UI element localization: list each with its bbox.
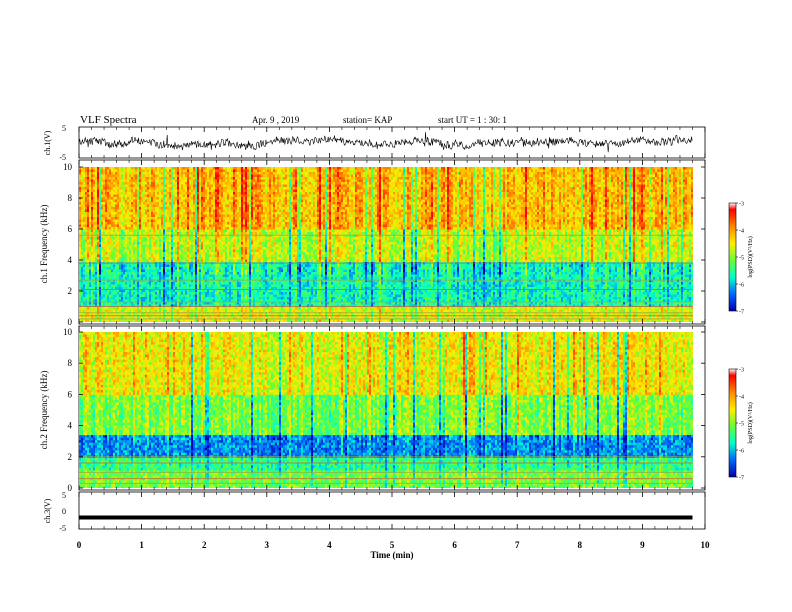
ch1-colorbar: -3 -4 -5 -6 -7 log(PSD)(V²/Hz) xyxy=(729,202,754,316)
colorbar-tick-label: -7 xyxy=(739,476,744,482)
spec-ytick-label: 8 xyxy=(68,358,73,368)
ch2-spectrogram-panel: 0 2 4 6 8 10 ch.2 Frequency (kHz) xyxy=(39,326,705,493)
vlf-spectra-figure: VLF Spectra Apr. 9 , 2019 station= KAP s… xyxy=(0,0,792,612)
ch3-waveform-panel: 5 0 -5 ch.3(V) xyxy=(43,491,705,533)
ch2-colorbar: -3 -4 -5 -6 -7 log(PSD)(V²/Hz) xyxy=(729,368,754,482)
colorbar-label: log(PSD)(V²/Hz) xyxy=(747,236,754,277)
colorbar-tick-label: -7 xyxy=(739,310,744,316)
colorbar-tick-label: -3 xyxy=(739,368,744,374)
spec-ytick-label: 10 xyxy=(63,162,73,172)
time-tick-label: 4 xyxy=(327,540,332,550)
colorbar-tick-label: -3 xyxy=(739,202,744,208)
colorbar-tick-label: -4 xyxy=(739,229,744,235)
colorbar-tick-label: -4 xyxy=(739,395,744,401)
time-tick-label: 9 xyxy=(640,540,645,550)
spec-ytick-label: 0 xyxy=(68,483,73,493)
spec-ytick-label: 6 xyxy=(68,224,73,234)
date-label: Apr. 9 , 2019 xyxy=(252,115,300,125)
spec-ytick-label: 2 xyxy=(68,452,73,462)
time-tick-label: 8 xyxy=(578,540,583,550)
ch1-ytick-top: 5 xyxy=(62,124,66,133)
figure-title: VLF Spectra xyxy=(80,114,137,126)
time-tick-label: 0 xyxy=(77,540,82,550)
time-tick-label: 7 xyxy=(515,540,520,550)
spec-ytick-label: 4 xyxy=(68,421,73,431)
spec-ytick-label: 8 xyxy=(68,193,73,203)
time-tick-label: 2 xyxy=(202,540,207,550)
spec-ytick-label: 0 xyxy=(68,317,73,327)
spec-ytick-label: 4 xyxy=(68,255,73,265)
ch1-ytick-bottom: -5 xyxy=(59,153,66,162)
colorbar-tick-label: -6 xyxy=(739,449,744,455)
ch1-waveform-panel: 5 -5 ch.1(V) xyxy=(43,124,705,162)
station-label: station= KAP xyxy=(343,115,392,125)
start-ut-label: start UT = 1 : 30: 1 xyxy=(438,115,507,125)
ch1-spectrogram-heatmap xyxy=(79,167,693,322)
ch1-spectrogram-panel: 0 2 4 6 8 10 ch.1 Frequency (kHz) xyxy=(39,160,705,327)
time-tick-label: 3 xyxy=(265,540,270,550)
spec-ytick-label: 10 xyxy=(63,327,73,337)
colorbar-tick-label: -6 xyxy=(739,283,744,289)
colorbar-tick-label: -5 xyxy=(739,256,744,262)
ch3-ytick-top: 5 xyxy=(62,491,66,500)
ch2-spectrogram-heatmap xyxy=(79,332,693,488)
ch1-waveform-ylabel: ch.1(V) xyxy=(43,130,52,155)
ch3-waveform-frame xyxy=(79,492,705,529)
colorbar-label: log(PSD)(V²/Hz) xyxy=(747,402,754,443)
spec-ytick-label: 6 xyxy=(68,389,73,399)
ch3-waveform-ylabel: ch.3(V) xyxy=(43,498,52,523)
ch1-spectrogram-ylabel: ch.1 Frequency (kHz) xyxy=(39,205,49,284)
time-tick-label: 1 xyxy=(139,540,144,550)
time-tick-label: 6 xyxy=(452,540,457,550)
ch3-ytick-bottom: -5 xyxy=(59,524,66,533)
time-axis-label: Time (min) xyxy=(370,550,413,560)
ch3-ytick-mid: 0 xyxy=(62,507,66,516)
time-tick-label: 5 xyxy=(390,540,395,550)
colorbar-scale xyxy=(729,203,736,311)
colorbar-scale xyxy=(729,369,736,477)
spec-ytick-label: 2 xyxy=(68,286,73,296)
colorbar-tick-label: -5 xyxy=(739,422,744,428)
ch2-spectrogram-ylabel: ch.2 Frequency (kHz) xyxy=(39,371,49,450)
time-tick-label: 10 xyxy=(701,540,711,550)
